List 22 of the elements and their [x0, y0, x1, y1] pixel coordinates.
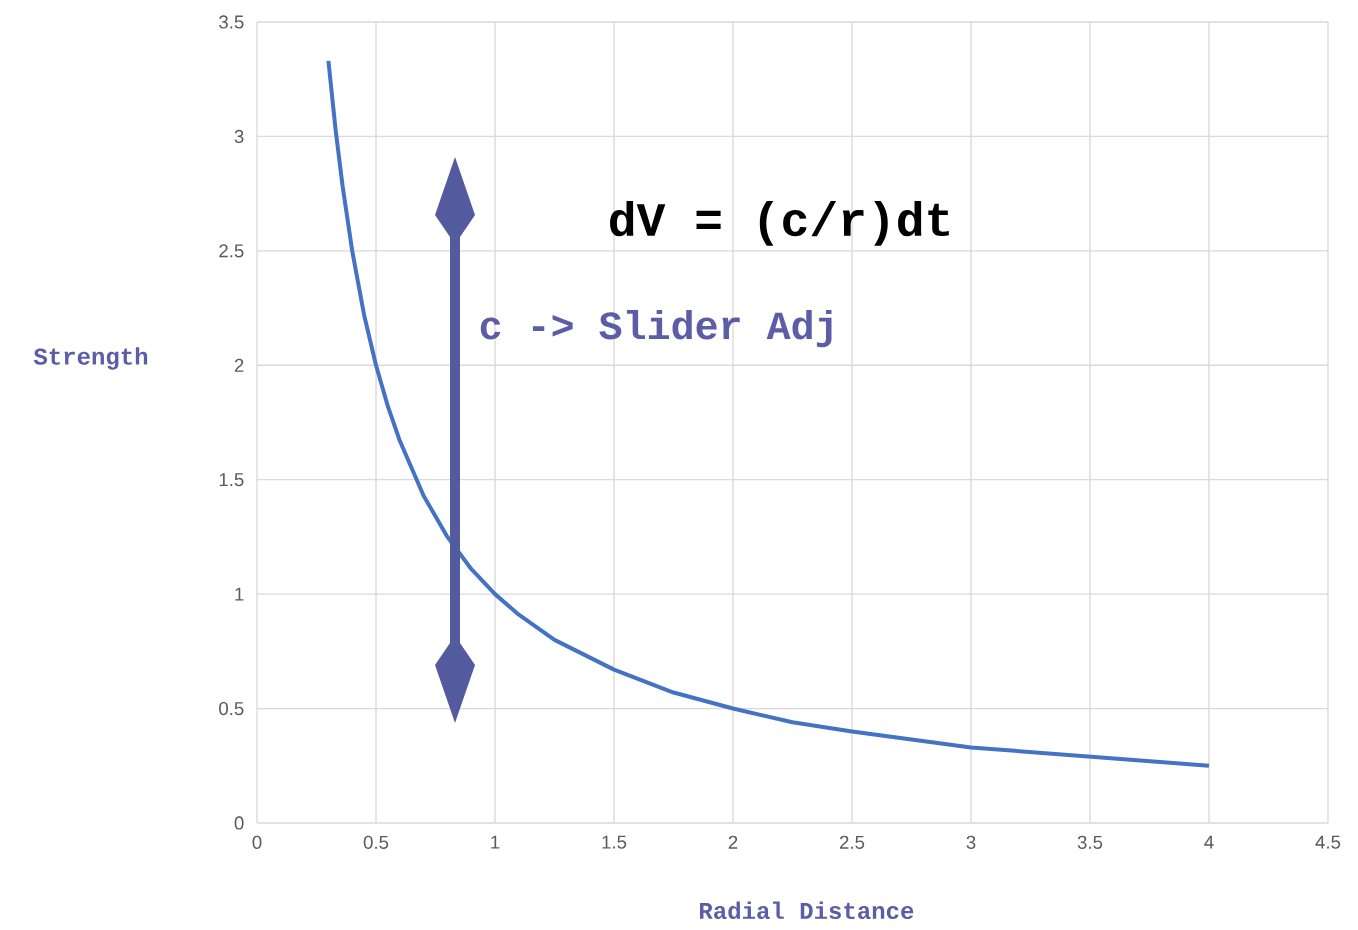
y-tick-label: 3.5	[219, 15, 244, 29]
x-axis-title: Radial Distance	[700, 901, 914, 920]
x-tick-label: 0.5	[363, 835, 389, 849]
x-tick-label: 2.5	[839, 835, 865, 849]
y-tick-label: 1	[235, 587, 244, 601]
x-tick-label: 0	[252, 835, 262, 849]
y-tick-label: 0	[234, 816, 244, 830]
y-tick-label: 2	[234, 358, 244, 372]
x-tick-label: 1.5	[602, 835, 627, 849]
annotation: dV = (c/r)dt	[610, 201, 949, 246]
x-tick-label: 3.5	[1077, 835, 1103, 849]
x-tick-label: 3	[966, 835, 976, 849]
annotation: c -> Slider Adj	[480, 310, 832, 348]
x-tick-label: 1	[491, 835, 500, 849]
y-tick-label: 0.5	[219, 701, 244, 716]
y-tick-label: 2.5	[219, 244, 244, 258]
y-tick-label: 3	[234, 129, 244, 144]
x-tick-label: 4	[1204, 835, 1214, 849]
x-tick-label: 2	[728, 835, 738, 849]
y-tick-label: 1.5	[219, 473, 244, 487]
x-tick-label: 4.5	[1315, 835, 1341, 849]
y-axis-title: Strength	[33, 347, 148, 370]
